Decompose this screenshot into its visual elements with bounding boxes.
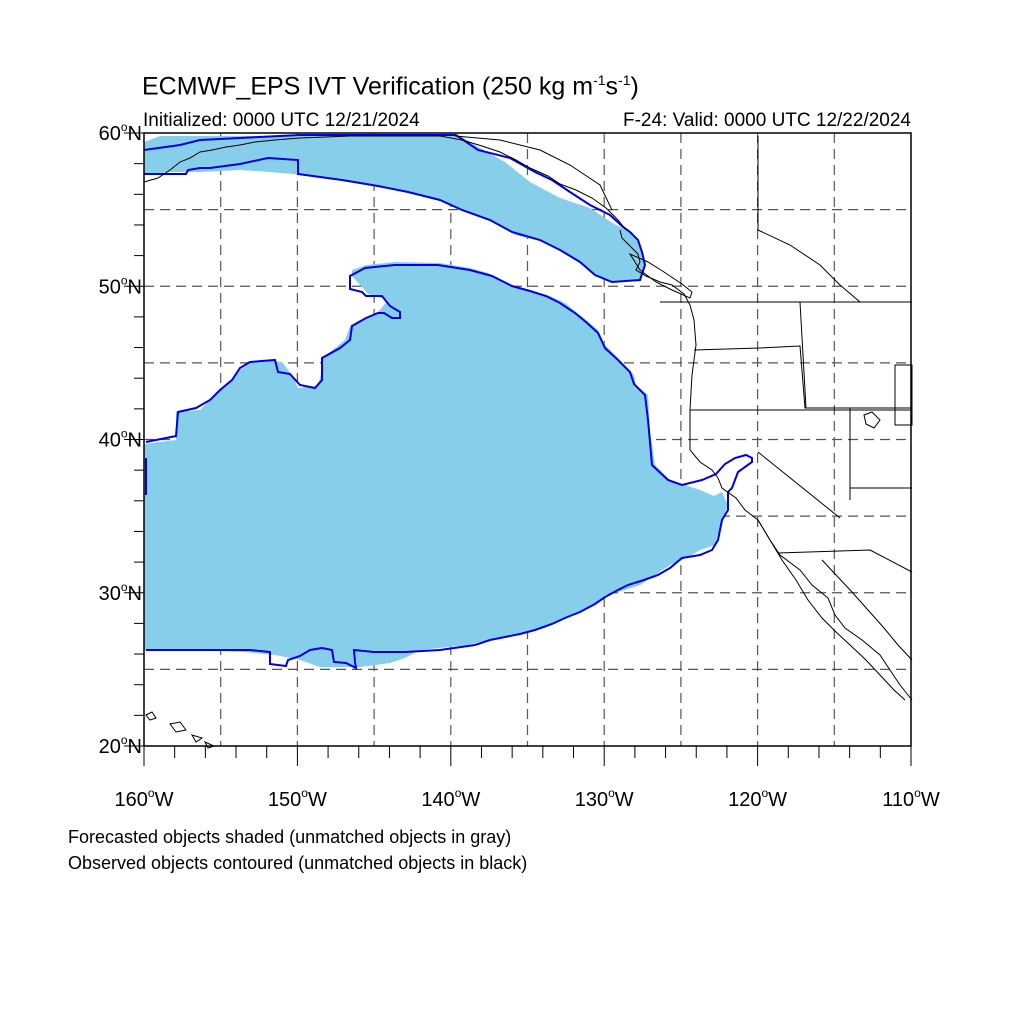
- right-side-border: [850, 364, 913, 489]
- axis-ticks: [124, 132, 912, 766]
- longitude-labels: 160oW 150oW 140oW 130oW 120oW 110oW: [115, 786, 940, 811]
- north-american-west-coast: [619, 229, 913, 701]
- caption-forecast: Forecasted objects shaded (unmatched obj…: [68, 827, 512, 847]
- us-state-border-washington-oregon: [693, 345, 912, 409]
- hawaii-islands: [145, 711, 216, 749]
- lat-label-20: 20oN: [99, 733, 142, 758]
- forecast-object-main: [144, 262, 728, 667]
- us-state-border-idaho: [799, 301, 851, 500]
- map-title: ECMWF_EPS IVT Verification (250 kg m-1s-…: [142, 72, 639, 101]
- forecast-objects: [144, 136, 728, 667]
- alaska-canada-border: [454, 135, 613, 211]
- lon-label-130: 130oW: [575, 786, 634, 811]
- forecast-object-north: [144, 136, 645, 282]
- observed-object-north: [143, 134, 647, 284]
- valid-time: F-24: Valid: 0000 UTC 12/22/2024: [623, 110, 911, 131]
- us-state-border-nevada-california: [757, 451, 841, 519]
- lon-label-120: 120oW: [728, 786, 787, 811]
- lat-label-50: 50oN: [99, 273, 142, 298]
- initialized-time: Initialized: 0000 UTC 12/21/2024: [143, 110, 420, 131]
- lon-label-140: 140oW: [421, 786, 480, 811]
- great-salt-lake: [863, 411, 881, 429]
- lat-label-40: 40oN: [99, 427, 142, 452]
- observed-objects: [143, 134, 753, 670]
- baja-california-peninsula: [757, 519, 913, 701]
- alaska-coast: [143, 135, 627, 231]
- observed-object-main: [145, 264, 753, 670]
- coastlines-boundaries: [143, 135, 913, 749]
- lat-label-30: 30oN: [99, 580, 142, 605]
- mexico-border: [777, 549, 913, 573]
- lon-label-150: 150oW: [268, 786, 327, 811]
- lat-label-60: 60oN: [99, 120, 142, 145]
- canada-interior-border: [757, 136, 861, 303]
- lon-label-160: 160oW: [115, 786, 174, 811]
- caption-observed: Observed objects contoured (unmatched ob…: [68, 853, 528, 873]
- lon-label-110: 110oW: [882, 786, 940, 811]
- latitude-labels: 60oN 50oN 40oN 30oN 20oN: [99, 120, 142, 758]
- vancouver-island: [628, 252, 693, 299]
